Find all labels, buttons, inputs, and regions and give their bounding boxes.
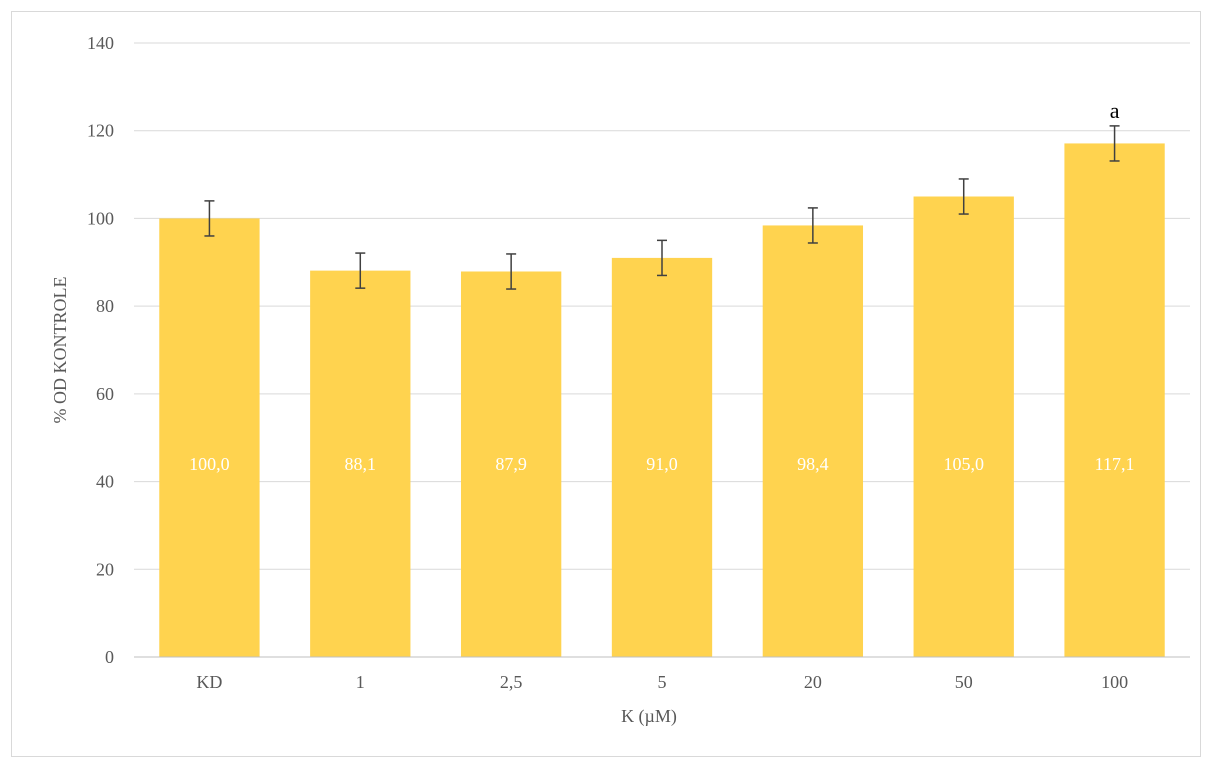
axes: 0 20 40 60 80 100 120 140 KD 1 2,5 5 20 50 100	[87, 33, 1190, 692]
data-label: 117,1	[1095, 454, 1135, 474]
x-tick-label: 100	[1101, 672, 1128, 692]
y-tick-label: 80	[96, 296, 114, 316]
y-tick-label: 120	[87, 121, 114, 141]
gridlines	[134, 42, 1190, 570]
data-label: 88,1	[345, 454, 377, 474]
bar	[159, 218, 260, 657]
y-tick-label: 140	[87, 33, 114, 53]
bar	[913, 196, 1014, 657]
x-tick-label: 2,5	[500, 672, 523, 692]
y-tick-label: 0	[105, 647, 114, 667]
x-tick-label: 50	[955, 672, 973, 692]
y-tick-label: 20	[96, 559, 114, 579]
data-label: 91,0	[646, 454, 678, 474]
error-bars	[204, 125, 1120, 290]
data-label: 87,9	[495, 454, 527, 474]
bars	[159, 143, 1165, 657]
x-axis-title: K (µM)	[621, 706, 677, 727]
x-tick-label: 5	[658, 672, 667, 692]
bar	[1064, 143, 1165, 657]
bar	[611, 257, 713, 657]
data-labels: 100,0 88,1 87,9 91,0 98,4 105,0 117,1 a	[189, 98, 1134, 474]
significance-annotation: a	[1110, 98, 1120, 123]
y-tick-label: 60	[96, 384, 114, 404]
data-label: 100,0	[189, 454, 230, 474]
y-tick-label: 100	[87, 208, 114, 228]
bar	[762, 225, 864, 657]
bar	[310, 270, 411, 657]
data-label: 98,4	[797, 454, 829, 474]
x-tick-label: 20	[804, 672, 822, 692]
data-label: 105,0	[943, 454, 984, 474]
bar	[460, 271, 562, 657]
y-tick-label: 40	[96, 472, 114, 492]
y-axis-title: % OD KONTROLE	[50, 277, 70, 424]
x-tick-label: KD	[196, 672, 222, 692]
x-tick-label: 1	[356, 672, 365, 692]
